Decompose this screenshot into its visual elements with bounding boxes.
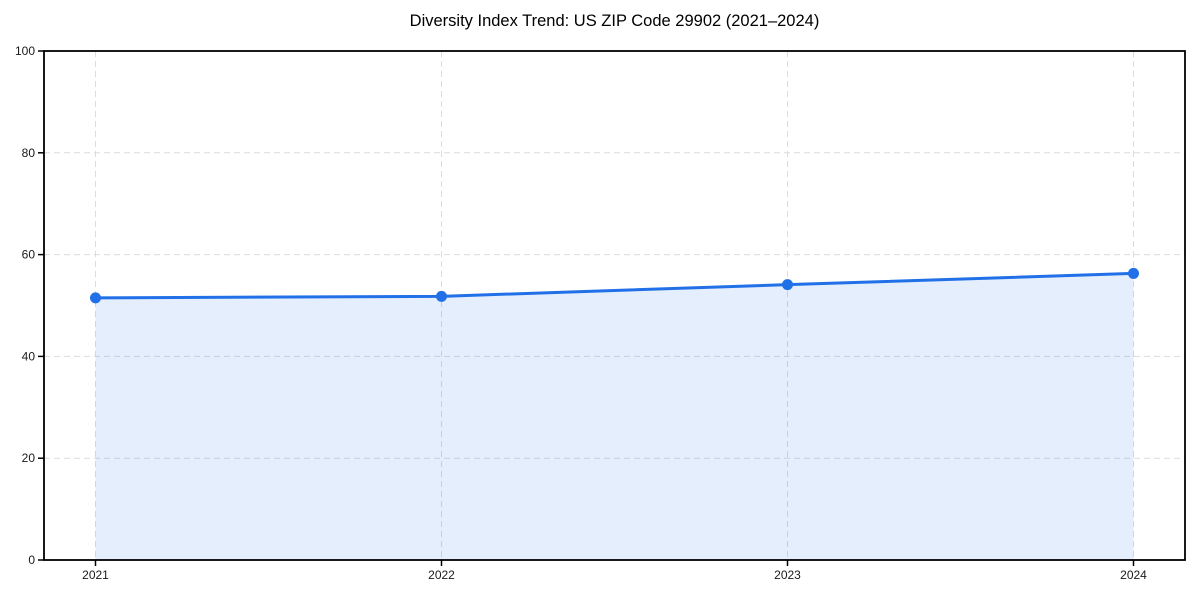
data-point-marker xyxy=(1128,267,1139,279)
y-tick-label: 20 xyxy=(22,451,36,465)
y-tick-label: 60 xyxy=(22,248,36,262)
y-tick-label: 100 xyxy=(15,44,35,58)
y-tick-label: 0 xyxy=(28,553,35,567)
x-tick-label: 2022 xyxy=(428,568,455,582)
chart-title: Diversity Index Trend: US ZIP Code 29902… xyxy=(409,12,820,30)
data-point-marker xyxy=(436,290,447,302)
x-tick-label: 2021 xyxy=(82,568,109,582)
x-tick-label: 2023 xyxy=(774,568,801,582)
y-tick-label: 80 xyxy=(22,146,36,160)
area-fill xyxy=(95,273,1134,560)
y-tick-label: 40 xyxy=(22,349,36,363)
data-point-marker xyxy=(90,292,101,304)
trend-line xyxy=(94,271,1135,300)
data-point-marker xyxy=(782,279,793,291)
plot-border xyxy=(43,50,1186,561)
x-tick-label: 2024 xyxy=(1120,568,1147,582)
